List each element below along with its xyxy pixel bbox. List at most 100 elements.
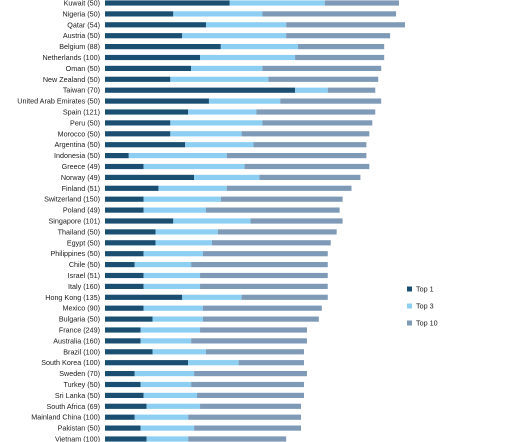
bar-mainland-china-top-10 — [188, 414, 302, 420]
bar-thailand-top-10 — [217, 229, 337, 235]
bar-poland-top-1 — [105, 207, 144, 213]
category-label-egypt: Egypt (50) — [67, 238, 100, 247]
legend-swatch-top-1 — [407, 286, 412, 292]
category-label-hong-kong: Hong Kong (135) — [45, 293, 100, 302]
bar-sweden-top-3 — [134, 371, 195, 377]
bar-argentina-top-3 — [185, 142, 254, 148]
bar-hong-kong-top-1 — [105, 294, 183, 300]
bar-kuwait-top-1 — [105, 0, 230, 6]
bar-finland-top-3 — [158, 185, 227, 191]
bar-belgium-top-3 — [220, 44, 299, 50]
category-label-greece: Greece (49) — [62, 162, 100, 171]
bar-united-arab-emirates-top-3 — [208, 98, 281, 104]
bar-belgium-top-10 — [298, 44, 385, 50]
category-label-norway: Norway (49) — [61, 173, 100, 182]
bar-norway-top-1 — [105, 174, 195, 180]
bar-philippines-top-10 — [203, 251, 328, 257]
legend-swatch-top-10 — [407, 320, 412, 326]
bar-morocco-top-3 — [170, 131, 242, 137]
bar-philippines-top-3 — [143, 251, 204, 257]
bar-south-africa-top-3 — [146, 403, 201, 409]
bar-austria-top-3 — [182, 33, 287, 39]
bar-united-arab-emirates-top-1 — [105, 98, 209, 104]
category-label-oman: Oman (50) — [66, 64, 100, 73]
bar-peru-top-10 — [262, 120, 373, 126]
bar-norway-top-10 — [259, 174, 361, 180]
bar-israel-top-10 — [200, 272, 328, 279]
bar-argentina-top-10 — [253, 142, 367, 148]
category-label-peru: Peru (50) — [70, 118, 100, 127]
bar-mexico-top-1 — [105, 305, 144, 311]
bar-france-top-1 — [105, 327, 141, 333]
bar-south-africa-top-1 — [105, 403, 147, 409]
bar-qatar-top-3 — [205, 22, 287, 28]
bar-south-korea-top-3 — [188, 360, 239, 366]
bar-switzerland-top-10 — [220, 196, 343, 202]
category-label-taiwan: Taiwan (70) — [63, 86, 100, 95]
bar-turkey-top-1 — [105, 381, 141, 388]
bar-pakistan-top-1 — [105, 425, 141, 431]
bar-israel-top-1 — [105, 272, 144, 279]
bar-netherlands-top-3 — [200, 54, 296, 61]
bar-australia-top-3 — [140, 338, 192, 344]
bar-austria-top-10 — [286, 33, 391, 39]
bar-mexico-top-3 — [143, 305, 204, 311]
category-label-mainland-china: Mainland China (100) — [31, 413, 100, 422]
bar-turkey-top-10 — [191, 381, 304, 388]
bar-sweden-top-10 — [194, 371, 307, 377]
bar-hong-kong-top-3 — [182, 294, 242, 300]
bar-sri-lanka-top-10 — [197, 392, 304, 398]
bar-bulgaria-top-1 — [105, 316, 153, 322]
legend-swatch-top-3 — [407, 303, 412, 309]
category-label-singapore: Singapore (101) — [48, 217, 100, 226]
bar-nigeria-top-10 — [262, 11, 397, 17]
bar-france-top-10 — [200, 327, 307, 333]
category-label-morocco: Morocco (50) — [58, 129, 100, 138]
bar-indonesia-top-3 — [128, 153, 227, 159]
bar-singapore-top-3 — [173, 218, 251, 224]
category-label-bulgaria: Bulgaria (50) — [59, 315, 100, 324]
bar-singapore-top-10 — [250, 218, 343, 224]
bar-australia-top-10 — [191, 338, 307, 344]
bar-taiwan-top-1 — [105, 87, 296, 93]
category-label-netherlands: Netherlands (100) — [42, 53, 100, 62]
category-label-qatar: Qatar (54) — [67, 20, 100, 29]
bar-greece-top-3 — [143, 163, 245, 170]
bar-netherlands-top-1 — [105, 54, 201, 61]
category-label-brazil: Brazil (100) — [63, 347, 100, 356]
legend: Top 1 Top 3 Top 10 — [407, 285, 438, 328]
bar-singapore-top-1 — [105, 218, 174, 224]
bar-peru-top-1 — [105, 120, 171, 126]
bar-south-africa-top-10 — [200, 403, 302, 409]
bar-united-arab-emirates-top-10 — [280, 98, 382, 104]
category-label-finland: Finland (51) — [62, 184, 100, 193]
bar-vietnam-top-10 — [188, 436, 287, 442]
category-label-sweden: Sweden (70) — [59, 369, 100, 378]
bar-poland-top-10 — [205, 207, 340, 213]
bar-mainland-china-top-3 — [134, 414, 189, 420]
bar-hong-kong-top-10 — [241, 294, 328, 300]
bars-group — [105, 0, 405, 442]
bar-belgium-top-1 — [105, 44, 221, 50]
bar-finland-top-10 — [226, 185, 352, 191]
category-label-australia: Australia (160) — [53, 336, 100, 345]
bar-france-top-3 — [140, 327, 201, 333]
category-labels-group: Kuwait (50)Nigeria (50) Qatar (54) Austria… — [17, 0, 100, 442]
bar-new-zealand-top-3 — [170, 76, 269, 82]
bar-nigeria-top-3 — [173, 11, 263, 17]
bar-argentina-top-1 — [105, 142, 186, 148]
bar-netherlands-top-10 — [295, 54, 385, 61]
bar-greece-top-1 — [105, 163, 144, 170]
bar-sri-lanka-top-1 — [105, 392, 144, 398]
bar-taiwan-top-10 — [327, 87, 376, 93]
bar-pakistan-top-3 — [140, 425, 195, 431]
category-label-turkey: Turkey (50) — [64, 380, 100, 389]
bar-south-korea-top-10 — [238, 360, 304, 366]
bar-mexico-top-10 — [203, 305, 322, 311]
bar-brazil-top-1 — [105, 349, 153, 355]
bar-bulgaria-top-10 — [203, 316, 319, 322]
bar-taiwan-top-3 — [295, 87, 328, 93]
category-label-switzerland: Switzerland (150) — [44, 195, 100, 204]
bar-switzerland-top-3 — [143, 196, 221, 202]
bar-sri-lanka-top-3 — [143, 392, 198, 398]
